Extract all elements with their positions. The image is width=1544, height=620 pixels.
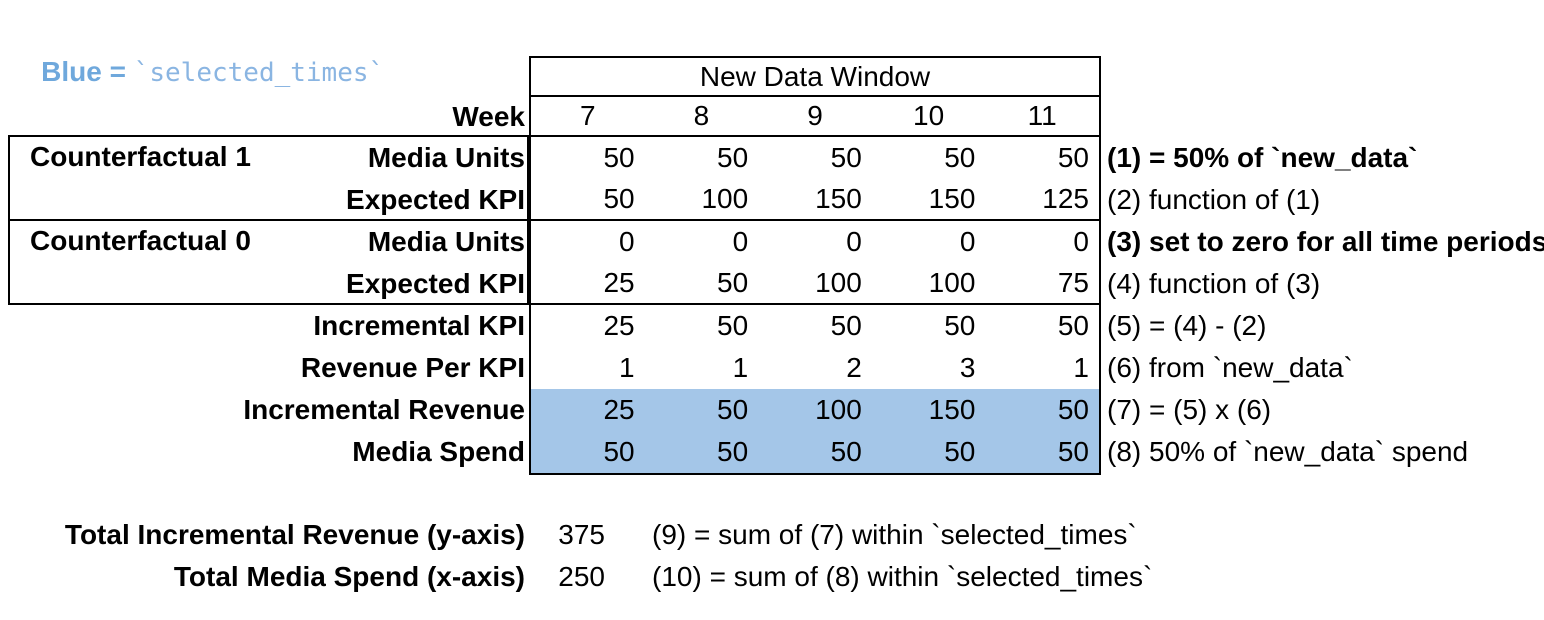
counterfactual-0-box: Counterfactual 0 <box>8 219 529 305</box>
table-row-incremental-kpi: 25 50 50 50 50 <box>531 305 1099 347</box>
annotation-10: (10) = sum of (8) within `selected_times… <box>652 561 1153 592</box>
table-cell: 0 <box>959 226 976 257</box>
table-cell: 100 <box>815 267 862 298</box>
annotation-9: (9) = sum of (7) within `selected_times` <box>652 519 1137 550</box>
table-cell: 50 <box>717 310 749 341</box>
counterfactual-0-label: Counterfactual 0 <box>30 225 251 256</box>
table-cell: 50 <box>717 142 749 173</box>
counterfactual-1-box: Counterfactual 1 <box>8 135 529 221</box>
table-cell: 1 <box>1073 352 1089 383</box>
table-cell-highlighted: 50 <box>1057 394 1089 425</box>
table-cell-highlighted: 25 <box>603 394 635 425</box>
table-row-incremental-revenue-highlighted: 25 50 100 150 50 <box>531 389 1099 431</box>
table-cell: 50 <box>830 142 862 173</box>
table-cell: 50 <box>717 267 749 298</box>
annotation-1: (1) = 50% of `new_data` <box>1107 142 1418 173</box>
table-cell-highlighted: 50 <box>603 436 635 467</box>
table-cell: 150 <box>928 183 976 214</box>
annotation-7: (7) = (5) x (6) <box>1107 394 1272 425</box>
table-cell-highlighted: 50 <box>944 436 976 467</box>
row-label-incremental-kpi: Incremental KPI <box>313 310 525 341</box>
annotation-3: (3) set to zero for all time periods <box>1107 226 1544 257</box>
table-cell: 3 <box>959 352 976 383</box>
row-label-revenue-per-kpi: Revenue Per KPI <box>300 352 525 383</box>
annotation-8: (8) 50% of `new_data` spend <box>1107 436 1469 467</box>
table-row-media-units-cf0: 0 0 0 0 0 <box>531 221 1099 263</box>
total-media-spend-value: 250 <box>558 561 605 592</box>
week-header-row: 7 8 9 10 11 <box>531 97 1099 137</box>
table-row-revenue-per-kpi: 1 1 2 3 1 <box>531 347 1099 389</box>
table-cell: 25 <box>603 310 635 341</box>
legend: Blue = `selected_times` <box>10 12 384 133</box>
week-cell: 8 <box>693 100 710 131</box>
table-row-media-spend-highlighted: 50 50 50 50 50 <box>531 431 1099 473</box>
table-cell: 50 <box>603 142 635 173</box>
table-cell: 50 <box>944 310 976 341</box>
row-label-expected-kpi-cf0: Expected KPI <box>346 268 525 299</box>
table-cell-highlighted: 50 <box>1057 436 1089 467</box>
total-media-spend-label: Total Media Spend (x-axis) <box>173 561 525 592</box>
row-label-media-units-cf1: Media Units <box>367 142 525 173</box>
table-cell: 0 <box>619 226 635 257</box>
week-cell: 7 <box>580 100 596 131</box>
table-cell: 2 <box>846 352 862 383</box>
annotation-5: (5) = (4) - (2) <box>1107 310 1267 341</box>
counterfactual-1-label: Counterfactual 1 <box>30 141 251 172</box>
table-cell: 1 <box>732 352 749 383</box>
row-label-media-units-cf0: Media Units <box>367 226 525 257</box>
row-label-incremental-revenue: Incremental Revenue <box>243 394 525 425</box>
table-cell-highlighted: 100 <box>815 394 862 425</box>
week-cell: 11 <box>1027 100 1057 131</box>
table-cell: 25 <box>603 267 635 298</box>
legend-prefix: Blue = <box>41 56 134 87</box>
week-cell: 10 <box>913 100 945 131</box>
data-table: New Data Window 7 8 9 10 11 50 50 50 50 … <box>529 56 1101 475</box>
table-cell: 50 <box>1057 310 1089 341</box>
row-label-expected-kpi-cf1: Expected KPI <box>346 184 525 215</box>
table-cell: 1 <box>619 352 635 383</box>
annotation-6: (6) from `new_data` <box>1107 352 1353 383</box>
table-cell: 100 <box>928 267 976 298</box>
table-cell: 0 <box>1073 226 1089 257</box>
table-cell: 50 <box>1057 142 1089 173</box>
table-row-expected-kpi-cf0: 25 50 100 100 75 <box>531 263 1099 305</box>
table-cell: 0 <box>846 226 862 257</box>
table-cell: 100 <box>701 183 749 214</box>
table-cell-highlighted: 50 <box>717 394 749 425</box>
table-row-expected-kpi-cf1: 50 100 150 150 125 <box>531 179 1099 221</box>
week-row-label: Week <box>452 101 525 132</box>
week-cell: 9 <box>807 100 823 131</box>
table-row-media-units-cf1: 50 50 50 50 50 <box>531 137 1099 179</box>
table-cell: 0 <box>732 226 749 257</box>
total-incremental-revenue-value: 375 <box>558 519 605 550</box>
table-cell: 150 <box>815 183 862 214</box>
table-cell-highlighted: 50 <box>830 436 862 467</box>
table-cell-highlighted: 150 <box>928 394 976 425</box>
table-cell: 50 <box>944 142 976 173</box>
row-label-media-spend: Media Spend <box>352 436 525 467</box>
annotation-4: (4) function of (3) <box>1107 268 1321 299</box>
table-cell: 50 <box>603 183 635 214</box>
table-cell: 50 <box>830 310 862 341</box>
table-cell-highlighted: 50 <box>717 436 749 467</box>
new-data-window-header: New Data Window <box>531 58 1099 97</box>
table-cell: 125 <box>1042 183 1089 214</box>
annotation-2: (2) function of (1) <box>1107 184 1321 215</box>
table-cell: 75 <box>1057 267 1089 298</box>
total-incremental-revenue-label: Total Incremental Revenue (y-axis) <box>64 519 525 550</box>
legend-code-text: `selected_times` <box>133 58 385 88</box>
